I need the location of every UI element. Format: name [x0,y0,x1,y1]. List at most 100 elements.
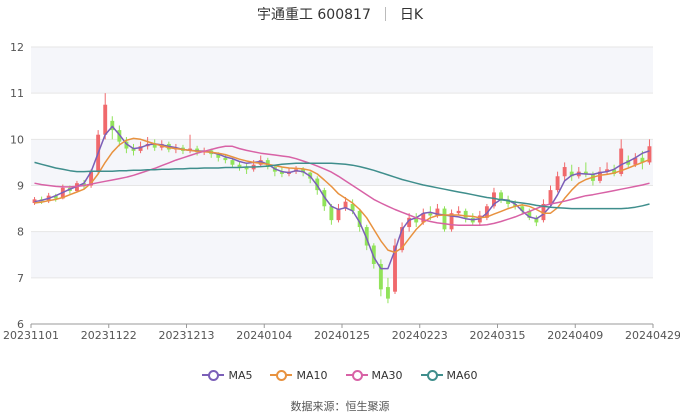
candle-body [633,157,638,165]
candle-body [378,263,383,290]
candle-body [626,160,631,165]
candle [541,199,546,223]
candle-body [400,227,405,251]
candle-body [534,217,539,223]
x-tick-label: 20240223 [392,329,448,342]
grid-band [31,47,653,94]
candle-body [230,160,235,165]
legend-swatch-ma5 [202,369,225,381]
candle-body [223,157,228,161]
candle [506,195,511,208]
candle-body [336,208,341,221]
candle-body [152,143,157,148]
stock-name: 宇通重工 600817 [256,7,371,23]
candle [499,190,503,204]
candle-body [612,169,617,174]
x-tick-label: 20231213 [159,329,215,342]
data-source: 数据来源：恒生聚源 [290,400,390,413]
candle-body [131,148,136,151]
candle-body [647,146,652,163]
candle [244,162,249,174]
candle-body [541,203,546,221]
y-tick-label: 8 [17,226,24,239]
candle-body [435,208,440,216]
candle-body [244,167,249,170]
candle [152,139,157,151]
candle-body [492,192,496,207]
legend-item-ma5[interactable]: MA5 [202,367,252,383]
candle-body [53,195,58,199]
candle [647,139,652,165]
grid-lines [31,46,653,325]
candle [612,164,617,177]
x-tick-label: 20231122 [81,329,137,342]
candle [329,203,334,225]
candle [562,162,567,181]
y-tick-label: 11 [10,87,24,100]
candle-body [619,148,624,174]
candle-body [329,206,334,221]
candle-body [407,217,412,228]
period-label: 日K [399,7,424,23]
candle-body [640,157,645,163]
candle-body [449,213,454,230]
legend-item-ma30[interactable]: MA30 [345,367,403,383]
candle [237,161,242,171]
grid-bands [31,47,653,278]
candle-body [442,208,447,230]
y-tick-label: 9 [17,180,24,193]
candle [131,143,136,156]
candle [357,208,362,232]
candle [555,171,560,193]
candle-body [513,203,518,207]
candle-body [421,213,426,223]
candle [548,185,553,207]
chart-title: 宇通重工 600817 日K [0,4,680,24]
candle-body [110,120,115,131]
candle-body [350,203,355,211]
grid-band [31,231,653,278]
candle-body [357,210,362,228]
candle [110,116,115,140]
x-tick-label: 20240104 [236,329,292,342]
candle-body [583,171,588,174]
x-tick-label: 20240125 [314,329,370,342]
x-tick-label: 20231101 [3,329,59,342]
legend-item-ma60[interactable]: MA60 [420,367,478,383]
x-tick-label: 20240429 [625,329,680,342]
legend-label-ma5: MA5 [228,368,253,382]
candle [336,203,341,223]
ma-line-ma30 [34,145,650,226]
candle-body [124,141,129,149]
candle [527,208,532,221]
candle-body [216,154,221,158]
candle [456,206,461,216]
y-axis: 6 7 8 9 10 11 12 [10,41,24,331]
candle-body [428,213,433,216]
candle-body [237,164,242,168]
candle-body [371,245,376,264]
ma-lines [34,125,650,270]
candle-body [414,217,419,223]
y-tick-label: 6 [17,318,24,331]
candle-body [385,287,390,299]
candle-body [343,201,348,209]
legend-swatch-ma10 [270,369,293,381]
legend-label-ma30: MA30 [371,368,403,382]
legend-swatch-ma60 [420,369,443,381]
legend-swatch-ma30 [345,369,368,381]
candle-body [555,176,560,191]
candle-body [463,210,468,218]
candle [385,277,390,304]
ma-line-ma10 [34,137,650,254]
x-axis: 20231101 20231122 20231213 20240104 20240125… [3,323,680,342]
candle-body [89,171,94,186]
y-tick-label: 10 [10,133,24,146]
candle-body [499,192,503,200]
title-separator [384,7,386,21]
candle [449,209,454,232]
candle-body [456,210,461,214]
candle-body [605,169,610,172]
legend-item-ma10[interactable]: MA10 [270,367,328,383]
